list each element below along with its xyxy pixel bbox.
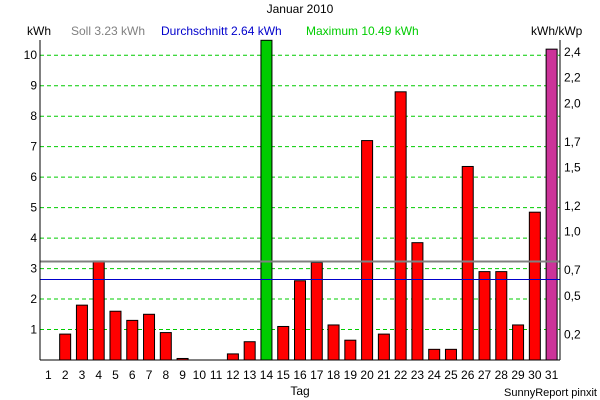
x-tick-label: 1 bbox=[45, 368, 52, 382]
footer-credit: SunnyReport pinxit bbox=[504, 387, 597, 399]
y-axis-label-left: kWh bbox=[27, 24, 51, 38]
bar bbox=[143, 313, 156, 361]
x-tick-label: 2 bbox=[62, 368, 69, 382]
x-tick-label: 25 bbox=[444, 368, 458, 382]
bar bbox=[243, 341, 256, 361]
bar bbox=[344, 339, 357, 361]
bar bbox=[361, 140, 374, 361]
x-tick-label: 22 bbox=[394, 368, 408, 382]
x-tick-label: 9 bbox=[179, 368, 186, 382]
x-tick-label: 20 bbox=[360, 368, 374, 382]
x-tick-label: 30 bbox=[528, 368, 542, 382]
y-tick-label-left: 9 bbox=[30, 79, 37, 93]
x-tick-label: 29 bbox=[511, 368, 525, 382]
x-tick-label: 16 bbox=[293, 368, 307, 382]
x-tick-label: 17 bbox=[310, 368, 324, 382]
bar bbox=[109, 310, 122, 361]
x-tick-label: 28 bbox=[495, 368, 509, 382]
x-tick-label: 10 bbox=[193, 368, 207, 382]
bar bbox=[260, 39, 273, 361]
y-tick-label-left: 5 bbox=[30, 201, 37, 215]
bar bbox=[545, 48, 558, 361]
y-tick-label-right: 1,7 bbox=[564, 135, 581, 149]
bar bbox=[478, 271, 491, 361]
y-tick-label-right: 2,2 bbox=[564, 71, 581, 85]
x-tick-label: 18 bbox=[327, 368, 341, 382]
x-tick-label: 24 bbox=[428, 368, 442, 382]
x-tick-label: 21 bbox=[377, 368, 391, 382]
bar bbox=[461, 165, 474, 361]
legend-maximum: Maximum 10.49 kWh bbox=[306, 24, 419, 38]
y-tick-label-right: 2,4 bbox=[564, 45, 581, 59]
x-tick-label: 15 bbox=[277, 368, 291, 382]
y-tick-label-right: 0,5 bbox=[564, 289, 581, 303]
reference-lines bbox=[40, 260, 560, 281]
bar bbox=[294, 280, 306, 361]
y-tick-label-left: 4 bbox=[30, 231, 37, 245]
x-tick-label: 23 bbox=[411, 368, 425, 382]
x-tick-label: 11 bbox=[210, 368, 223, 382]
bar bbox=[310, 261, 323, 361]
bar bbox=[327, 324, 340, 361]
bar bbox=[377, 333, 390, 361]
x-tick-label: 12 bbox=[226, 368, 240, 382]
x-tick-label: 26 bbox=[461, 368, 475, 382]
bar bbox=[277, 325, 290, 361]
bar bbox=[92, 260, 105, 361]
y-tick-label-right: 1,2 bbox=[564, 199, 581, 213]
x-tick-label: 13 bbox=[243, 368, 257, 382]
bar bbox=[126, 319, 139, 361]
legend-average: Durchschnitt 2.64 kWh bbox=[161, 24, 282, 38]
x-tick-label: 3 bbox=[79, 368, 86, 382]
x-tick-label: 6 bbox=[129, 368, 136, 382]
bar bbox=[444, 348, 457, 361]
bar bbox=[411, 242, 424, 361]
y-tick-label-left: 10 bbox=[24, 48, 38, 62]
x-tick-label: 7 bbox=[146, 368, 153, 382]
x-tick-label: 31 bbox=[545, 368, 559, 382]
y-tick-label-left: 3 bbox=[30, 262, 37, 276]
y-tick-label-right: 0,7 bbox=[564, 263, 581, 277]
bar bbox=[528, 211, 541, 361]
y-tick-labels-left: 1 2 3 4 5 6 7 8 9 10 bbox=[24, 48, 38, 336]
x-tick-label: 14 bbox=[260, 368, 274, 382]
x-tick-label: 19 bbox=[344, 368, 358, 382]
y-tick-labels-right: 0,2 0,5 0,7 1,0 1,2 1,5 1,7 2,0 2,2 2,4 bbox=[564, 45, 581, 341]
y-tick-label-right: 0,2 bbox=[564, 327, 581, 341]
legend-soll: Soll 3.23 kWh bbox=[71, 24, 145, 38]
x-tick-label: 4 bbox=[95, 368, 102, 382]
x-tick-label: 8 bbox=[162, 368, 169, 382]
x-tick-labels: 1 2 3 4 5 6 7 8 9 10 11 12 13 14 15 16 17 18 19 20 21 22 23 24 2… bbox=[45, 368, 559, 382]
bars bbox=[59, 39, 558, 361]
bar bbox=[394, 91, 407, 361]
y-tick-label-left: 1 bbox=[30, 323, 37, 337]
y-tick-label-left: 6 bbox=[30, 170, 37, 184]
x-tick-label: 5 bbox=[112, 368, 119, 382]
bar bbox=[59, 333, 72, 361]
x-axis-label: Tag bbox=[290, 384, 309, 398]
y-tick-label-left: 7 bbox=[30, 140, 37, 154]
y-tick-label-right: 1,5 bbox=[564, 161, 581, 175]
y-tick-label-right: 2,0 bbox=[564, 96, 581, 110]
chart-title: Januar 2010 bbox=[267, 2, 334, 16]
bar bbox=[512, 324, 525, 361]
y-tick-label-left: 2 bbox=[30, 292, 37, 306]
y-tick-label-right: 1,0 bbox=[564, 225, 581, 239]
bar bbox=[75, 304, 88, 361]
bar bbox=[226, 353, 239, 361]
y-axis-label-right: kWh/kWp bbox=[531, 24, 583, 38]
y-tick-label-left: 8 bbox=[30, 109, 37, 123]
bar bbox=[495, 271, 508, 361]
bar bbox=[159, 332, 172, 361]
x-tick-label: 27 bbox=[478, 368, 492, 382]
bar bbox=[428, 348, 441, 361]
